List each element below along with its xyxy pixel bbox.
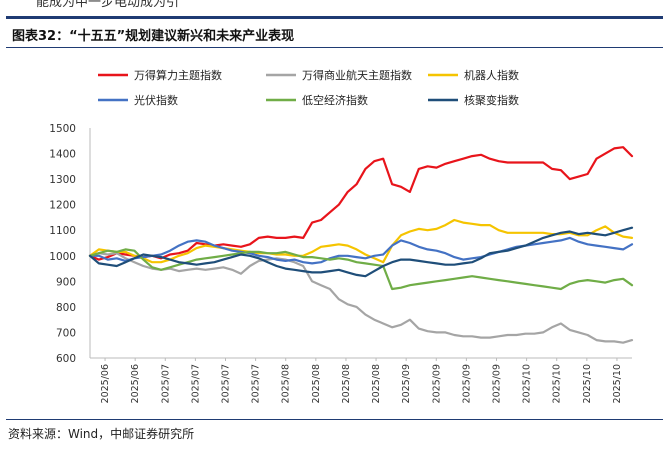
x-tick-label: 2025/10 [582,364,593,403]
legend-label-6: 核聚变指数 [464,93,519,107]
legend-label-4: 光伏指数 [134,93,178,107]
legend-label-5: 低空经济指数 [302,93,368,107]
y-tick-label: 1000 [49,251,76,263]
x-tick-label: 2025/09 [492,364,503,403]
figure-title-bar: 图表32：“十五五”规划建议新兴和未来产业表现 [6,16,663,48]
y-tick-label: 1500 [49,123,76,135]
y-tick-label: 600 [56,353,76,365]
legend-label-3: 机器人指数 [464,68,519,82]
x-tick-label: 2025/07 [160,364,171,403]
y-tick-label: 1300 [49,174,76,186]
x-tick-label: 2025/10 [552,364,563,403]
legend-label-1: 万得算力主题指数 [134,68,222,82]
series-line-4 [88,236,634,265]
x-tick-label: 2025/07 [221,364,232,403]
y-tick-label: 800 [56,302,76,314]
series-line-3 [88,218,634,264]
x-tick-label: 2025/06 [130,364,141,403]
x-tick-label: 2025/09 [461,364,472,403]
x-tick-label: 2025/06 [100,364,111,403]
x-tick-label: 2025/08 [341,364,352,403]
top-cut-text: 能成为中一步电动成为引 [36,0,180,10]
series-line-6 [88,226,634,278]
series-line-5 [88,248,634,291]
y-tick-label: 1100 [49,225,76,237]
series-line-2 [88,252,634,344]
y-tick-label: 1400 [49,149,76,161]
x-tick-label: 2025/09 [401,364,412,403]
x-tick-label: 2025/09 [431,364,442,403]
y-tick-label: 700 [56,327,76,339]
series-line-1 [88,146,634,261]
x-tick-label: 2025/10 [612,364,623,403]
y-tick-label: 1200 [49,200,76,212]
legend-label-2: 万得商业航天主题指数 [302,68,412,82]
x-tick-label: 2025/07 [190,364,201,403]
source-note: 资料来源：Wind，中邮证券研究所 [8,427,195,441]
x-tick-label: 2025/10 [522,364,533,403]
x-tick-label: 2025/08 [311,364,322,403]
figure-title: 图表32：“十五五”规划建议新兴和未来产业表现 [12,29,295,44]
x-tick-label: 2025/08 [281,364,292,403]
bottom-rule [6,419,663,420]
x-tick-label: 2025/07 [251,364,262,403]
y-tick-label: 900 [56,276,76,288]
x-tick-label: 2025/08 [371,364,382,403]
